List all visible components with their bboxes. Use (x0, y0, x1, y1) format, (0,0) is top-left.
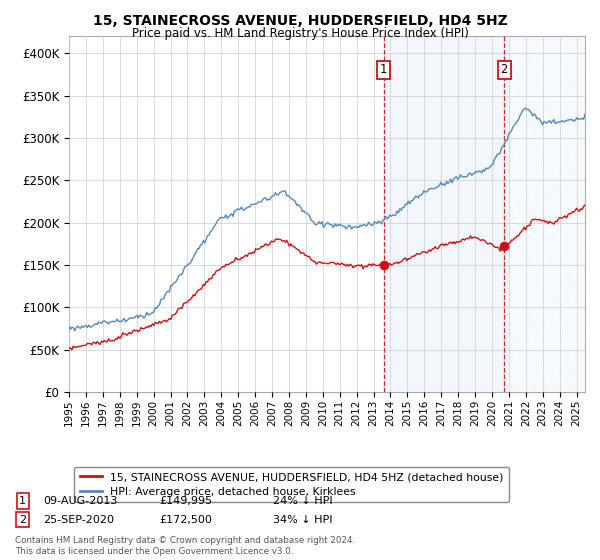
Text: £149,995: £149,995 (159, 496, 212, 506)
Text: 25-SEP-2020: 25-SEP-2020 (43, 515, 114, 525)
Text: 09-AUG-2013: 09-AUG-2013 (43, 496, 118, 506)
Bar (504, 36, 585, 392)
Text: 15, STAINECROSS AVENUE, HUDDERSFIELD, HD4 5HZ: 15, STAINECROSS AVENUE, HUDDERSFIELD, HD… (92, 14, 508, 28)
Text: £172,500: £172,500 (159, 515, 212, 525)
Text: Price paid vs. HM Land Registry's House Price Index (HPI): Price paid vs. HM Land Registry's House … (131, 27, 469, 40)
Text: 2: 2 (500, 63, 508, 77)
Text: 34% ↓ HPI: 34% ↓ HPI (273, 515, 332, 525)
Bar (383, 36, 504, 392)
Text: 24% ↓ HPI: 24% ↓ HPI (273, 496, 332, 506)
Text: 1: 1 (380, 63, 387, 77)
Text: Contains HM Land Registry data © Crown copyright and database right 2024.
This d: Contains HM Land Registry data © Crown c… (15, 536, 355, 556)
Text: 2: 2 (19, 515, 26, 525)
Text: 1: 1 (19, 496, 26, 506)
Legend: 15, STAINECROSS AVENUE, HUDDERSFIELD, HD4 5HZ (detached house), HPI: Average pri: 15, STAINECROSS AVENUE, HUDDERSFIELD, HD… (74, 466, 509, 502)
